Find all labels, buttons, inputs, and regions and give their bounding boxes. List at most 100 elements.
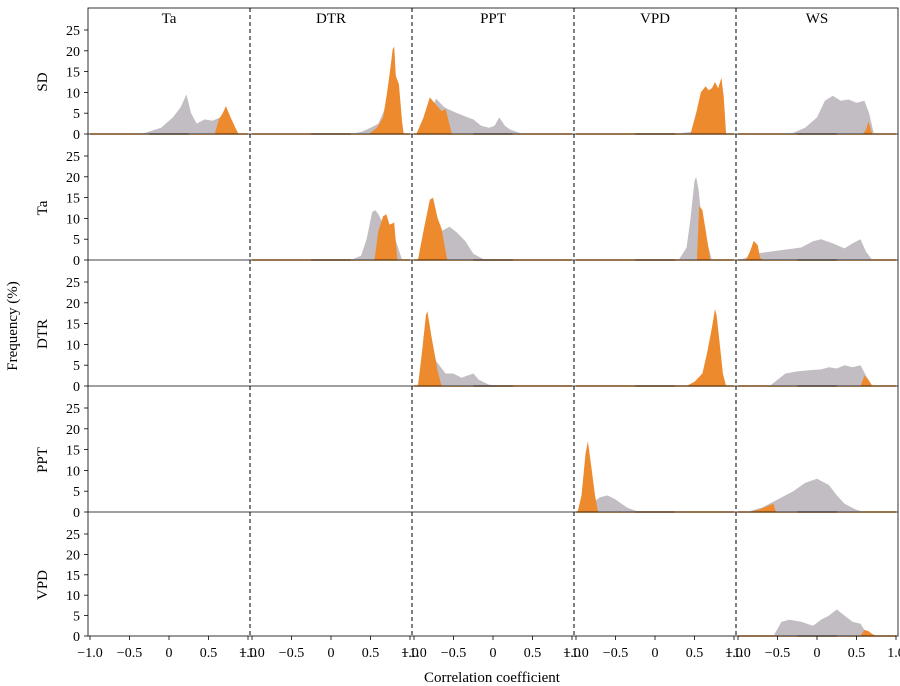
y-axis: 0 5 10 15 20 25 0 5 10 15 20 25 0 5 10 15 20 25 0 5 10 15 20 25… (66, 24, 88, 645)
significant-correlations-area (696, 205, 711, 260)
column-title-dtr: DTR (316, 11, 346, 27)
x-tick-label: 0.5 (848, 646, 866, 661)
panel-ta-ws (738, 239, 896, 261)
y-tick-label: 0 (73, 630, 80, 645)
y-tick-label: 25 (66, 24, 80, 39)
x-axis: −1.0 −0.5 0 0.5 1.0−1.0 −0.5 0 0.5 1.0−1.0 −0.5 0 0… (77, 636, 900, 661)
significant-correlations-area (368, 46, 404, 134)
x-tick-label: 0 (652, 646, 659, 661)
significant-correlations-area (417, 311, 442, 386)
all-correlations-area (133, 94, 237, 134)
significant-correlations-area (214, 106, 239, 134)
y-tick-label: 15 (66, 66, 80, 81)
x-tick-label: 0.5 (362, 646, 380, 661)
column-title-ppt: PPT (480, 11, 506, 27)
panel-vpd-ws (738, 609, 896, 637)
row-title-sd: SD (35, 72, 51, 91)
row-title-dtr: DTR (35, 319, 51, 349)
y-axis-label: Frequency (%) (5, 281, 21, 371)
panel-ta-vpd (576, 176, 734, 261)
x-tick-label: −0.5 (603, 646, 628, 661)
y-tick-label: 10 (66, 464, 80, 479)
panels (90, 46, 896, 637)
y-tick-label: 0 (73, 254, 80, 269)
y-tick-label: 15 (66, 569, 80, 584)
y-tick-label: 10 (66, 589, 80, 604)
x-tick-label: 1.0 (563, 646, 581, 661)
significant-correlations-area (690, 77, 727, 134)
panel-dtr-ppt (414, 311, 572, 387)
panel-ppt-ws (738, 478, 896, 513)
x-tick-label: 0 (814, 646, 821, 661)
x-tick-label: −0.5 (117, 646, 142, 661)
y-tick-label: 0 (73, 506, 80, 521)
y-tick-label: 10 (66, 338, 80, 353)
all-correlations-area (417, 331, 501, 386)
row-title-ta: Ta (35, 200, 51, 215)
panel-dtr-ws (738, 365, 896, 387)
y-tick-label: 25 (66, 276, 80, 291)
significant-correlations-area (577, 441, 599, 512)
all-correlations-area (745, 478, 865, 512)
y-tick-label: 0 (73, 380, 80, 395)
row-title-ppt: PPT (35, 447, 51, 473)
x-tick-label: −1.0 (563, 646, 588, 661)
y-tick-label: 20 (66, 45, 80, 60)
column-title-vpd: VPD (640, 11, 670, 27)
significant-correlations-area (860, 629, 877, 636)
y-tick-label: 5 (73, 485, 80, 500)
x-tick-label: −1.0 (725, 646, 750, 661)
x-tick-label: −0.5 (765, 646, 790, 661)
y-tick-label: 10 (66, 212, 80, 227)
significant-correlations-area (860, 375, 873, 386)
x-axis-label: Correlation coefficient (424, 670, 561, 686)
y-tick-label: 20 (66, 171, 80, 186)
panel-sd-ws (738, 95, 896, 135)
significant-correlations-area (745, 240, 764, 260)
column-title-ta: Ta (162, 11, 177, 27)
column-titles: Ta DTR PPT VPD WS (162, 11, 829, 27)
row-titles: SD Ta DTR PPT VPD (35, 72, 51, 600)
all-correlations-area (777, 95, 874, 134)
y-tick-label: 25 (66, 402, 80, 417)
y-tick-label: 25 (66, 528, 80, 543)
x-tick-label: −1.0 (401, 646, 426, 661)
y-tick-label: 5 (73, 233, 80, 248)
panel-ppt-vpd (576, 441, 734, 513)
x-tick-label: 0 (166, 646, 173, 661)
row-title-vpd: VPD (35, 570, 51, 600)
significant-correlations-area (374, 214, 398, 260)
y-tick-label: 20 (66, 423, 80, 438)
y-tick-label: 0 (73, 128, 80, 143)
plot-frame (87, 7, 899, 637)
y-tick-label: 25 (66, 150, 80, 165)
y-tick-label: 10 (66, 86, 80, 101)
x-tick-label: −0.5 (441, 646, 466, 661)
column-title-ws: WS (806, 11, 829, 27)
y-tick-label: 15 (66, 444, 80, 459)
significant-correlations-area (416, 97, 452, 134)
y-tick-label: 15 (66, 318, 80, 333)
x-tick-label: 1.0 (887, 646, 900, 661)
x-tick-label: 1.0 (401, 646, 419, 661)
x-tick-label: 1.0 (725, 646, 743, 661)
y-tick-label: 5 (73, 107, 80, 122)
panel-sd-vpd (576, 77, 734, 135)
panel-ta-dtr (252, 210, 410, 261)
significant-correlations-area (686, 309, 727, 386)
x-tick-label: 0.5 (524, 646, 542, 661)
x-tick-label: 0.5 (200, 646, 218, 661)
x-tick-label: 1.0 (239, 646, 257, 661)
significant-correlations-area (749, 503, 776, 512)
panel-sd-ta (90, 94, 248, 135)
panel-dtr-vpd (576, 309, 734, 387)
all-correlations-area (738, 239, 873, 260)
panel-ta-ppt (414, 197, 572, 261)
panel-sd-ppt (414, 97, 572, 135)
panel-dividers (87, 7, 899, 637)
panel-sd-dtr (252, 46, 410, 135)
all-correlations-area (769, 365, 873, 386)
y-tick-label: 20 (66, 297, 80, 312)
x-tick-label: −0.5 (279, 646, 304, 661)
